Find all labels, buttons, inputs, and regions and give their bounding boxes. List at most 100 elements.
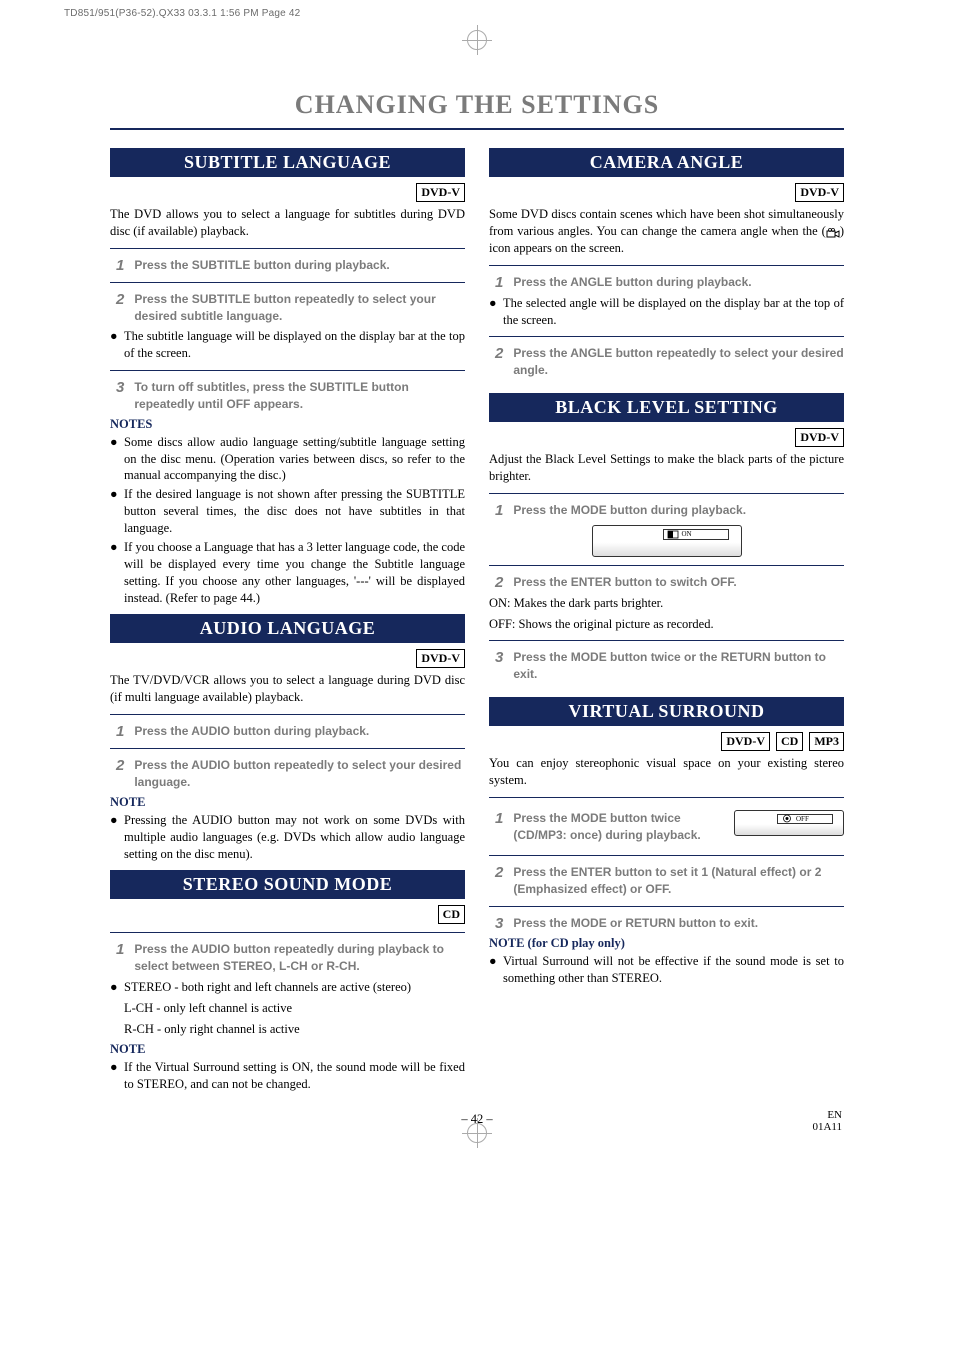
separator — [489, 640, 844, 641]
note-heading: NOTE — [110, 1042, 465, 1057]
crop-mark-top — [467, 30, 487, 50]
separator — [110, 370, 465, 371]
section-subtitle-language: SUBTITLE LANGUAGE — [110, 148, 465, 177]
separator — [489, 336, 844, 337]
step-text: Press the MODE button during playback. — [513, 502, 844, 519]
title-rule — [110, 128, 844, 130]
osd-label: ON — [682, 530, 692, 538]
note-heading: NOTE — [110, 795, 465, 810]
step-number: 3 — [489, 649, 503, 666]
osd-screen-diagram: ON — [592, 525, 742, 557]
step-number: 2 — [110, 757, 124, 774]
note-text: Pressing the AUDIO button may not work o… — [124, 812, 465, 863]
right-column: CAMERA ANGLE DVD-V Some DVD discs contai… — [489, 148, 844, 1094]
separator — [110, 932, 465, 933]
note-text: If the desired language is not shown aft… — [124, 486, 465, 537]
step-number: 1 — [110, 723, 124, 740]
bullet-dot: ● — [110, 434, 118, 485]
list-text: L-CH - only left channel is active — [110, 1000, 465, 1017]
separator — [489, 565, 844, 566]
separator — [489, 855, 844, 856]
step-number: 2 — [110, 291, 124, 308]
bullet-dot: ● — [110, 486, 118, 537]
body-text: OFF: Shows the original picture as recor… — [489, 616, 844, 633]
step-number: 2 — [489, 574, 503, 591]
body-text: ON: Makes the dark parts brighter. — [489, 595, 844, 612]
section-camera-angle: CAMERA ANGLE — [489, 148, 844, 177]
step-number: 1 — [489, 810, 503, 827]
note-text: Some discs allow audio language setting/… — [124, 434, 465, 485]
separator — [489, 493, 844, 494]
step-text: To turn off subtitles, press the SUBTITL… — [134, 379, 465, 413]
step-text: Press the AUDIO button repeatedly during… — [134, 941, 465, 975]
left-column: SUBTITLE LANGUAGE DVD-V The DVD allows y… — [110, 148, 465, 1094]
step-text: Press the ENTER button to switch OFF. — [513, 574, 844, 591]
badge-dvdv: DVD-V — [721, 732, 770, 751]
bullet-dot: ● — [489, 295, 497, 329]
section-virtual-surround: VIRTUAL SURROUND — [489, 697, 844, 726]
separator — [489, 797, 844, 798]
section-black-level: BLACK LEVEL SETTING — [489, 393, 844, 422]
pdf-header-meta: TD851/951(P36-52).QX33 03.3.1 1:56 PM Pa… — [64, 8, 300, 19]
osd-screen-diagram: OFF — [734, 810, 844, 836]
bullet-text: The selected angle will be displayed on … — [503, 295, 844, 329]
step-text: Press the SUBTITLE button repeatedly to … — [134, 291, 465, 325]
section-audio-language: AUDIO LANGUAGE — [110, 614, 465, 643]
camera-intro: Some DVD discs contain scenes which have… — [489, 206, 844, 257]
surround-icon — [781, 814, 793, 823]
step-number: 1 — [489, 274, 503, 291]
badge-cd: CD — [776, 732, 803, 751]
badge-cd: CD — [438, 905, 465, 924]
bullet-text: The subtitle language will be displayed … — [124, 328, 465, 362]
step-number: 3 — [110, 379, 124, 396]
step-text: Press the AUDIO button repeatedly to sel… — [134, 757, 465, 791]
step-text: Press the MODE or RETURN button to exit. — [513, 915, 844, 932]
badge-dvdv: DVD-V — [416, 183, 465, 202]
brightness-icon — [667, 530, 679, 539]
step-text: Press the ANGLE button during playback. — [513, 274, 844, 291]
badge-dvdv: DVD-V — [795, 428, 844, 447]
separator — [110, 282, 465, 283]
step-number: 2 — [489, 864, 503, 881]
note-heading: NOTE (for CD play only) — [489, 936, 844, 951]
badge-dvdv: DVD-V — [795, 183, 844, 202]
step-number: 3 — [489, 915, 503, 932]
separator — [489, 265, 844, 266]
separator — [489, 906, 844, 907]
step-text: Press the ENTER button to set it 1 (Natu… — [513, 864, 844, 898]
step-number: 1 — [489, 502, 503, 519]
bullet-dot: ● — [110, 979, 118, 996]
osd-label: OFF — [796, 815, 809, 823]
separator — [110, 248, 465, 249]
separator — [110, 714, 465, 715]
step-text: Press the ANGLE button repeatedly to sel… — [513, 345, 844, 379]
step-text: Press the MODE button twice or the RETUR… — [513, 649, 844, 683]
bullet-dot: ● — [489, 953, 497, 987]
list-text: R-CH - only right channel is active — [110, 1021, 465, 1038]
audio-intro: The TV/DVD/VCR allows you to select a la… — [110, 672, 465, 706]
bullet-dot: ● — [110, 812, 118, 863]
bullet-dot: ● — [110, 328, 118, 362]
step-text: Press the MODE button twice (CD/MP3: onc… — [513, 810, 726, 844]
subtitle-intro: The DVD allows you to select a language … — [110, 206, 465, 240]
page-title: CHANGING THE SETTINGS — [110, 90, 844, 120]
black-intro: Adjust the Black Level Settings to make … — [489, 451, 844, 485]
vsurround-intro: You can enjoy stereophonic visual space … — [489, 755, 844, 789]
bullet-dot: ● — [110, 1059, 118, 1093]
section-stereo-sound: STEREO SOUND MODE — [110, 870, 465, 899]
step-text: Press the AUDIO button during playback. — [134, 723, 465, 740]
note-text: If you choose a Language that has a 3 le… — [124, 539, 465, 607]
step-number: 1 — [110, 941, 124, 958]
badge-dvdv: DVD-V — [416, 649, 465, 668]
step-text: Press the SUBTITLE button during playbac… — [134, 257, 465, 274]
bullet-text: STEREO - both right and left channels ar… — [124, 979, 411, 996]
step-number: 2 — [489, 345, 503, 362]
notes-heading: NOTES — [110, 417, 465, 432]
note-text: Virtual Surround will not be effective i… — [503, 953, 844, 987]
bullet-dot: ● — [110, 539, 118, 607]
camera-angle-icon — [826, 227, 840, 238]
step-number: 1 — [110, 257, 124, 274]
badge-mp3: MP3 — [809, 732, 844, 751]
note-text: If the Virtual Surround setting is ON, t… — [124, 1059, 465, 1093]
crop-mark-bottom — [467, 1123, 487, 1143]
